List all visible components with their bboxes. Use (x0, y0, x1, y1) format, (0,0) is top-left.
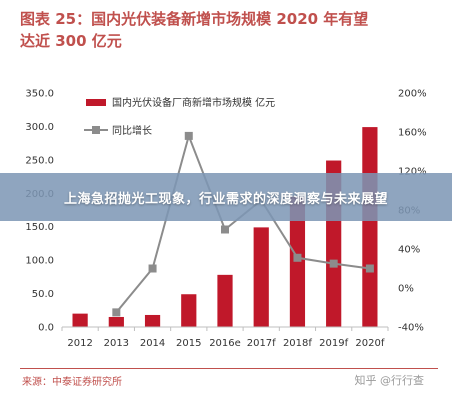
x-tick-label: 2013 (104, 338, 129, 349)
growth-point (148, 264, 157, 273)
x-tick-label: 2015 (176, 338, 201, 349)
figure-title-line-2: 达近 300 亿元 (20, 32, 122, 50)
legend-swatch-bar (86, 99, 106, 106)
legend-marker-line (92, 126, 100, 134)
x-tick-label: 2012 (67, 338, 92, 349)
x-tick-label: 2019f (319, 338, 348, 349)
source-divider (20, 368, 438, 369)
left-tick-label: 0.0 (38, 323, 54, 334)
bar-2018f (289, 196, 306, 327)
x-tick-label: 2020f (355, 338, 384, 349)
left-tick-label: 150.0 (25, 222, 54, 233)
x-tick-label: 2018f (283, 338, 312, 349)
right-tick-label: 200% (398, 89, 427, 100)
right-tick-label: 0% (398, 284, 414, 295)
bar-2012 (72, 313, 88, 327)
left-tick-label: 100.0 (25, 256, 54, 267)
left-tick-label: 250.0 (25, 155, 54, 166)
x-tick-label: 2017f (247, 338, 276, 349)
legend-label-bar: 国内光伏设备厂商新增市场规模 亿元 (112, 96, 275, 109)
growth-point (365, 264, 374, 273)
x-tick-label: 2016e (209, 338, 241, 349)
growth-point (329, 259, 338, 268)
right-tick-label: 120% (398, 167, 427, 178)
growth-point (184, 131, 193, 140)
growth-point (221, 225, 229, 234)
left-tick-label: 350.0 (25, 89, 54, 100)
growth-point (112, 308, 121, 317)
banner-text: 上海急招抛光工现象，行业需求的深度洞察与未来展望 (63, 191, 388, 207)
bar-2015 (181, 294, 197, 327)
right-tick-label: 160% (398, 128, 427, 139)
watermark: 知乎 @行行查 (354, 374, 425, 387)
legend-label-line: 同比增长 (112, 124, 152, 137)
bar-2017f (253, 227, 269, 327)
growth-point (293, 253, 302, 262)
bar-2014 (144, 314, 161, 327)
left-tick-label: 300.0 (25, 122, 54, 133)
left-tick-label: 50.0 (32, 289, 54, 300)
overlay-banner[interactable]: 上海急招抛光工现象，行业需求的深度洞察与未来展望 (0, 173, 452, 221)
right-tick-label: 40% (398, 245, 420, 256)
source-note: 来源：中泰证券研究所 (22, 377, 122, 388)
figure-title-line-1: 图表 25：国内光伏装备新增市场规模 2020 年有望 (20, 10, 369, 28)
figure-title: 图表 25：国内光伏装备新增市场规模 2020 年有望 达近 300 亿元 (20, 8, 440, 52)
x-tick-label: 2014 (140, 338, 165, 349)
right-tick-label: -40% (398, 323, 424, 334)
bar-2013 (108, 316, 124, 327)
bar-2020f (362, 127, 378, 328)
bar-2016e (217, 274, 233, 327)
